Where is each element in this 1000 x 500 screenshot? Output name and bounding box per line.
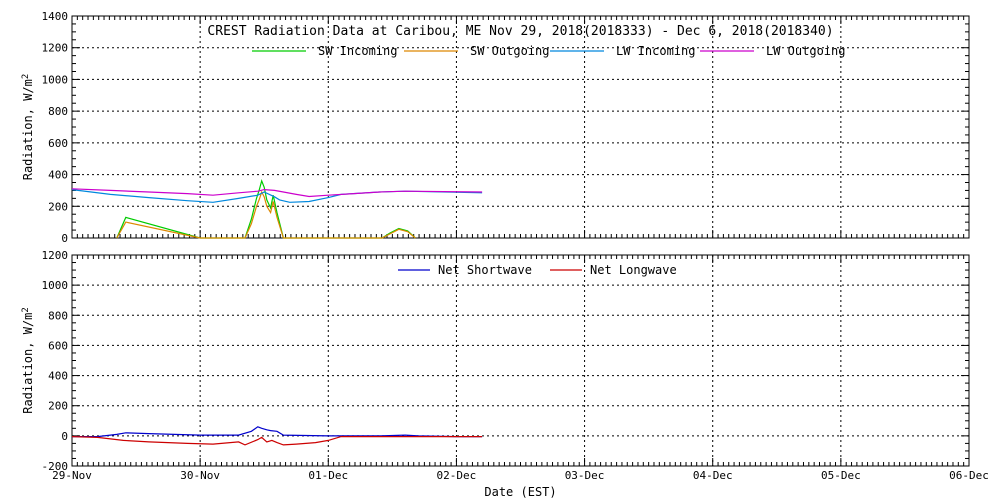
x-tick-label: 06-Dec: [949, 469, 989, 482]
x-tick-label: 04-Dec: [693, 469, 733, 482]
x-tick-label: 05-Dec: [821, 469, 861, 482]
y-tick-label: 1200: [42, 249, 69, 262]
y-tick-label: 1000: [42, 73, 69, 86]
x-tick-label: 30-Nov: [180, 469, 220, 482]
series-line-net-longwave: [71, 436, 483, 446]
y-tick-label: 600: [48, 137, 68, 150]
legend-label: Net Shortwave: [438, 263, 532, 277]
legend-label: Net Longwave: [590, 263, 677, 277]
legend-label: LW Incoming: [616, 44, 695, 58]
y-tick-label: 800: [48, 105, 68, 118]
legend-label: LW Outgoing: [766, 44, 845, 58]
x-tick-label: 29-Nov: [52, 469, 92, 482]
plot-frame: [71, 254, 970, 467]
y-tick-label: -200: [42, 460, 69, 473]
y-tick-label: 400: [48, 169, 68, 182]
y-tick-label: 0: [61, 430, 68, 443]
y-tick-label: 1000: [42, 279, 69, 292]
series-line-sw-outgoing: [116, 190, 416, 239]
y-axis-title: Radiation, W/m2: [21, 74, 35, 181]
y-tick-label: 200: [48, 400, 68, 413]
y-tick-label: 600: [48, 339, 68, 352]
y-tick-label: 400: [48, 370, 68, 383]
y-tick-label: 1200: [42, 42, 69, 55]
y-tick-label: 200: [48, 200, 68, 213]
legend-label: SW Outgoing: [470, 44, 549, 58]
y-axis-title: Radiation, W/m2: [21, 307, 35, 414]
legend-label: SW Incoming: [318, 44, 397, 58]
y-tick-label: 1400: [42, 10, 69, 23]
series-line-net-shortwave: [72, 426, 483, 438]
y-tick-label: 800: [48, 309, 68, 322]
chart-title: CREST Radiation Data at Caribou, ME Nov …: [207, 24, 833, 39]
x-axis-title: Date (EST): [484, 485, 556, 499]
x-tick-label: 02-Dec: [437, 469, 477, 482]
y-tick-label: 0: [61, 232, 68, 245]
x-tick-label: 01-Dec: [308, 469, 348, 482]
series-line-lw-outgoing: [71, 188, 483, 198]
x-tick-label: 03-Dec: [565, 469, 605, 482]
